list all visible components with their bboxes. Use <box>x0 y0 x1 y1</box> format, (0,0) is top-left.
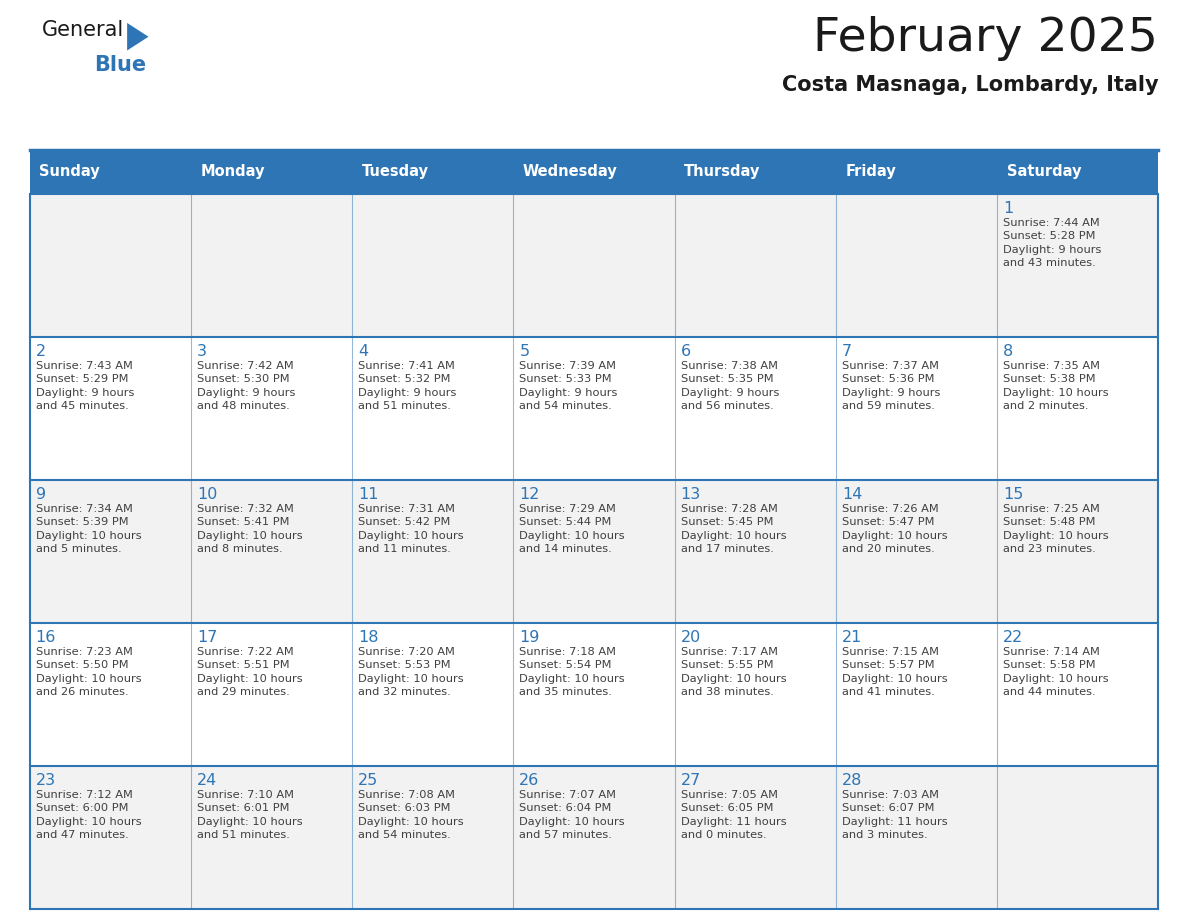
Text: Wednesday: Wednesday <box>523 164 618 179</box>
Text: Sunrise: 7:03 AM
Sunset: 6:07 PM
Daylight: 11 hours
and 3 minutes.: Sunrise: 7:03 AM Sunset: 6:07 PM Dayligh… <box>842 789 947 841</box>
Text: 8: 8 <box>1003 344 1013 359</box>
Bar <box>30 622 1158 766</box>
Text: Sunrise: 7:17 AM
Sunset: 5:55 PM
Daylight: 10 hours
and 38 minutes.: Sunrise: 7:17 AM Sunset: 5:55 PM Dayligh… <box>681 646 786 698</box>
Text: 3: 3 <box>197 344 207 359</box>
Text: Sunrise: 7:12 AM
Sunset: 6:00 PM
Daylight: 10 hours
and 47 minutes.: Sunrise: 7:12 AM Sunset: 6:00 PM Dayligh… <box>36 789 141 841</box>
Text: Sunrise: 7:05 AM
Sunset: 6:05 PM
Daylight: 11 hours
and 0 minutes.: Sunrise: 7:05 AM Sunset: 6:05 PM Dayligh… <box>681 789 786 841</box>
Text: 9: 9 <box>36 487 46 502</box>
Bar <box>30 480 1158 622</box>
Text: 5: 5 <box>519 344 530 359</box>
Text: Sunrise: 7:20 AM
Sunset: 5:53 PM
Daylight: 10 hours
and 32 minutes.: Sunrise: 7:20 AM Sunset: 5:53 PM Dayligh… <box>358 646 463 698</box>
Text: 4: 4 <box>358 344 368 359</box>
Text: Sunrise: 7:37 AM
Sunset: 5:36 PM
Daylight: 9 hours
and 59 minutes.: Sunrise: 7:37 AM Sunset: 5:36 PM Dayligh… <box>842 361 940 411</box>
Text: Sunrise: 7:15 AM
Sunset: 5:57 PM
Daylight: 10 hours
and 41 minutes.: Sunrise: 7:15 AM Sunset: 5:57 PM Dayligh… <box>842 646 947 698</box>
Text: Sunrise: 7:08 AM
Sunset: 6:03 PM
Daylight: 10 hours
and 54 minutes.: Sunrise: 7:08 AM Sunset: 6:03 PM Dayligh… <box>358 789 463 841</box>
Text: 28: 28 <box>842 773 862 789</box>
Text: 20: 20 <box>681 630 701 645</box>
Text: Friday: Friday <box>846 164 896 179</box>
Text: 17: 17 <box>197 630 217 645</box>
Text: 12: 12 <box>519 487 539 502</box>
Text: Sunrise: 7:42 AM
Sunset: 5:30 PM
Daylight: 9 hours
and 48 minutes.: Sunrise: 7:42 AM Sunset: 5:30 PM Dayligh… <box>197 361 296 411</box>
Text: 27: 27 <box>681 773 701 789</box>
Text: 11: 11 <box>358 487 379 502</box>
Bar <box>30 194 1158 337</box>
Text: Sunrise: 7:31 AM
Sunset: 5:42 PM
Daylight: 10 hours
and 11 minutes.: Sunrise: 7:31 AM Sunset: 5:42 PM Dayligh… <box>358 504 463 554</box>
Text: Sunrise: 7:35 AM
Sunset: 5:38 PM
Daylight: 10 hours
and 2 minutes.: Sunrise: 7:35 AM Sunset: 5:38 PM Dayligh… <box>1003 361 1108 411</box>
Text: 14: 14 <box>842 487 862 502</box>
Text: Tuesday: Tuesday <box>361 164 429 179</box>
Bar <box>30 150 1158 194</box>
Text: Sunday: Sunday <box>39 164 100 179</box>
Text: 23: 23 <box>36 773 56 789</box>
Text: 13: 13 <box>681 487 701 502</box>
Text: 10: 10 <box>197 487 217 502</box>
Text: General: General <box>42 20 124 40</box>
Text: Costa Masnaga, Lombardy, Italy: Costa Masnaga, Lombardy, Italy <box>782 75 1158 95</box>
Text: Sunrise: 7:25 AM
Sunset: 5:48 PM
Daylight: 10 hours
and 23 minutes.: Sunrise: 7:25 AM Sunset: 5:48 PM Dayligh… <box>1003 504 1108 554</box>
Text: 15: 15 <box>1003 487 1023 502</box>
Text: Sunrise: 7:18 AM
Sunset: 5:54 PM
Daylight: 10 hours
and 35 minutes.: Sunrise: 7:18 AM Sunset: 5:54 PM Dayligh… <box>519 646 625 698</box>
Text: February 2025: February 2025 <box>814 16 1158 61</box>
Text: Sunrise: 7:10 AM
Sunset: 6:01 PM
Daylight: 10 hours
and 51 minutes.: Sunrise: 7:10 AM Sunset: 6:01 PM Dayligh… <box>197 789 303 841</box>
Text: Sunrise: 7:22 AM
Sunset: 5:51 PM
Daylight: 10 hours
and 29 minutes.: Sunrise: 7:22 AM Sunset: 5:51 PM Dayligh… <box>197 646 303 698</box>
Text: Sunrise: 7:43 AM
Sunset: 5:29 PM
Daylight: 9 hours
and 45 minutes.: Sunrise: 7:43 AM Sunset: 5:29 PM Dayligh… <box>36 361 134 411</box>
Polygon shape <box>127 23 148 50</box>
Text: Sunrise: 7:38 AM
Sunset: 5:35 PM
Daylight: 9 hours
and 56 minutes.: Sunrise: 7:38 AM Sunset: 5:35 PM Dayligh… <box>681 361 779 411</box>
Text: Sunrise: 7:32 AM
Sunset: 5:41 PM
Daylight: 10 hours
and 8 minutes.: Sunrise: 7:32 AM Sunset: 5:41 PM Dayligh… <box>197 504 303 554</box>
Text: Sunrise: 7:07 AM
Sunset: 6:04 PM
Daylight: 10 hours
and 57 minutes.: Sunrise: 7:07 AM Sunset: 6:04 PM Dayligh… <box>519 789 625 841</box>
Text: Sunrise: 7:39 AM
Sunset: 5:33 PM
Daylight: 9 hours
and 54 minutes.: Sunrise: 7:39 AM Sunset: 5:33 PM Dayligh… <box>519 361 618 411</box>
Text: 26: 26 <box>519 773 539 789</box>
Text: 2: 2 <box>36 344 46 359</box>
Text: Sunrise: 7:14 AM
Sunset: 5:58 PM
Daylight: 10 hours
and 44 minutes.: Sunrise: 7:14 AM Sunset: 5:58 PM Dayligh… <box>1003 646 1108 698</box>
Text: Blue: Blue <box>94 55 146 75</box>
Text: 25: 25 <box>358 773 378 789</box>
Text: Sunrise: 7:29 AM
Sunset: 5:44 PM
Daylight: 10 hours
and 14 minutes.: Sunrise: 7:29 AM Sunset: 5:44 PM Dayligh… <box>519 504 625 554</box>
Text: 24: 24 <box>197 773 217 789</box>
Text: Sunrise: 7:26 AM
Sunset: 5:47 PM
Daylight: 10 hours
and 20 minutes.: Sunrise: 7:26 AM Sunset: 5:47 PM Dayligh… <box>842 504 947 554</box>
Text: Monday: Monday <box>201 164 265 179</box>
Text: Saturday: Saturday <box>1006 164 1081 179</box>
Bar <box>30 337 1158 480</box>
Text: Sunrise: 7:41 AM
Sunset: 5:32 PM
Daylight: 9 hours
and 51 minutes.: Sunrise: 7:41 AM Sunset: 5:32 PM Dayligh… <box>358 361 456 411</box>
Text: 18: 18 <box>358 630 379 645</box>
Text: Sunrise: 7:28 AM
Sunset: 5:45 PM
Daylight: 10 hours
and 17 minutes.: Sunrise: 7:28 AM Sunset: 5:45 PM Dayligh… <box>681 504 786 554</box>
Text: Sunrise: 7:44 AM
Sunset: 5:28 PM
Daylight: 9 hours
and 43 minutes.: Sunrise: 7:44 AM Sunset: 5:28 PM Dayligh… <box>1003 218 1101 268</box>
Text: 22: 22 <box>1003 630 1023 645</box>
Text: 19: 19 <box>519 630 539 645</box>
Bar <box>30 766 1158 909</box>
Text: Thursday: Thursday <box>684 164 760 179</box>
Text: 16: 16 <box>36 630 56 645</box>
Text: Sunrise: 7:23 AM
Sunset: 5:50 PM
Daylight: 10 hours
and 26 minutes.: Sunrise: 7:23 AM Sunset: 5:50 PM Dayligh… <box>36 646 141 698</box>
Text: 21: 21 <box>842 630 862 645</box>
Text: 7: 7 <box>842 344 852 359</box>
Text: Sunrise: 7:34 AM
Sunset: 5:39 PM
Daylight: 10 hours
and 5 minutes.: Sunrise: 7:34 AM Sunset: 5:39 PM Dayligh… <box>36 504 141 554</box>
Text: 6: 6 <box>681 344 690 359</box>
Text: 1: 1 <box>1003 201 1013 216</box>
